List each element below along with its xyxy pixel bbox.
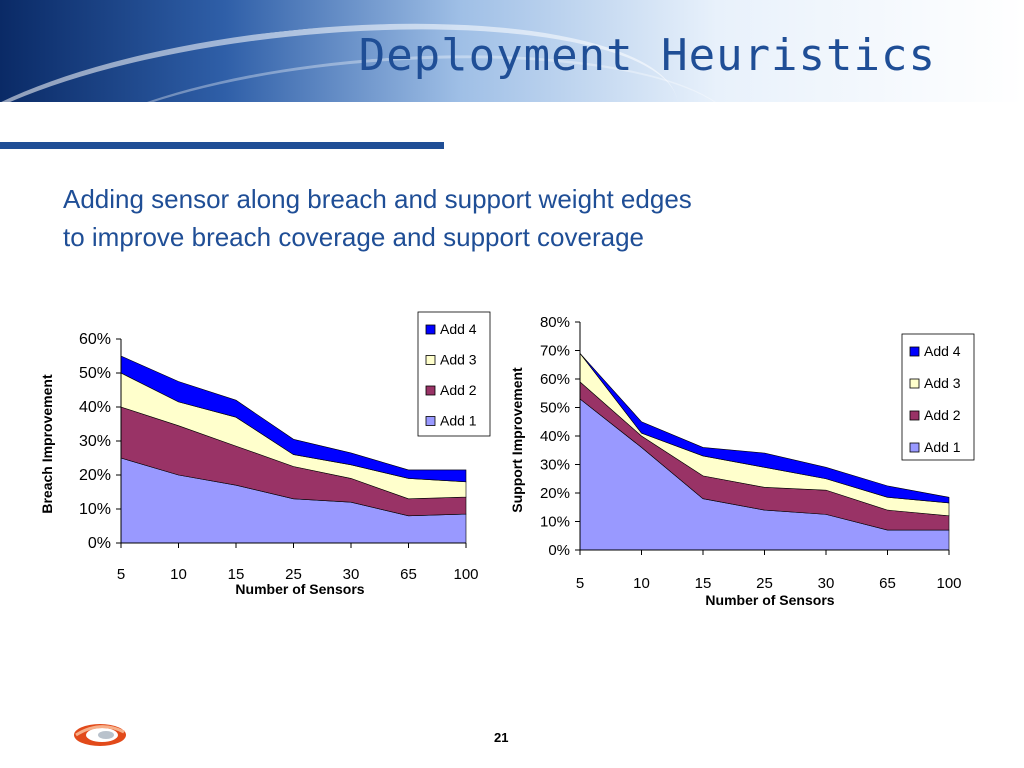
legend-label: Add 3 (440, 352, 477, 368)
legend-swatch (909, 346, 920, 357)
legend-swatch (425, 385, 436, 396)
x-tick-label: 10 (170, 566, 187, 583)
x-tick-label: 15 (228, 566, 245, 583)
x-tick-label: 30 (818, 575, 835, 592)
slide-title: Deployment Heuristics (358, 30, 936, 81)
x-axis-label: Number of Sensors (705, 592, 834, 608)
title-rule (0, 142, 444, 149)
y-tick-label: 60% (540, 371, 570, 388)
area-series-add-1 (579, 398, 950, 551)
x-tick-label: 15 (695, 575, 712, 592)
legend-swatch (425, 416, 436, 426)
x-tick-label: 10 (633, 575, 650, 592)
y-tick-label: 20% (79, 467, 111, 484)
x-tick-label: 65 (879, 575, 896, 592)
subtitle-line: Adding sensor along breach and support w… (63, 184, 692, 214)
y-tick-label: 60% (79, 331, 111, 348)
legend-swatch (425, 355, 436, 365)
area-series-add-4 (579, 353, 950, 504)
legend-label: Add 3 (924, 375, 961, 391)
y-tick-label: 10% (79, 501, 111, 518)
legend-label: Add 4 (924, 343, 961, 359)
slide-subtitle: Adding sensor along breach and support w… (63, 180, 863, 256)
x-tick-label: 30 (343, 566, 360, 583)
y-tick-label: 0% (548, 542, 570, 559)
y-tick-label: 40% (540, 428, 570, 445)
legend-swatch (909, 378, 920, 389)
y-axis-label: Support Improvement (509, 367, 525, 513)
legend-swatch (909, 442, 920, 453)
area-series-add-3 (120, 372, 467, 500)
legend-label: Add 2 (924, 407, 961, 423)
x-tick-label: 25 (756, 575, 773, 592)
area-series-add-2 (120, 406, 467, 517)
area-series-add-1 (120, 457, 467, 544)
x-tick-label: 100 (936, 575, 961, 592)
x-tick-label: 25 (285, 566, 302, 583)
x-tick-label: 65 (400, 566, 417, 583)
y-tick-label: 70% (540, 343, 570, 360)
legend-label: Add 1 (924, 439, 961, 455)
legend-label: Add 1 (440, 413, 477, 429)
area-series-add-3 (579, 352, 950, 517)
y-tick-label: 0% (88, 535, 111, 552)
y-tick-label: 50% (79, 365, 111, 382)
y-tick-label: 80% (540, 314, 570, 331)
y-tick-label: 40% (79, 399, 111, 416)
y-tick-label: 10% (540, 514, 570, 531)
y-tick-label: 50% (540, 400, 570, 417)
legend-label: Add 4 (440, 321, 477, 337)
y-tick-label: 20% (540, 485, 570, 502)
legend-swatch (425, 324, 436, 335)
legend-box (901, 333, 975, 461)
subtitle-line: to improve breach coverage and support c… (63, 222, 645, 252)
company-logo-icon (72, 722, 128, 753)
page-number: 21 (494, 730, 509, 745)
area-series-add-4 (120, 355, 467, 483)
x-axis-label: Number of Sensors (235, 581, 364, 597)
x-tick-label: 100 (453, 566, 478, 583)
x-tick-label: 5 (576, 575, 584, 592)
legend-label: Add 2 (440, 382, 477, 398)
legend-swatch (909, 410, 920, 421)
header-banner (0, 0, 1024, 102)
y-tick-label: 30% (79, 433, 111, 450)
y-axis-label: Breach Improvement (39, 374, 55, 514)
y-tick-label: 30% (540, 457, 570, 474)
legend-box (417, 311, 491, 437)
x-tick-label: 5 (117, 566, 125, 583)
area-series-add-2 (579, 381, 950, 531)
